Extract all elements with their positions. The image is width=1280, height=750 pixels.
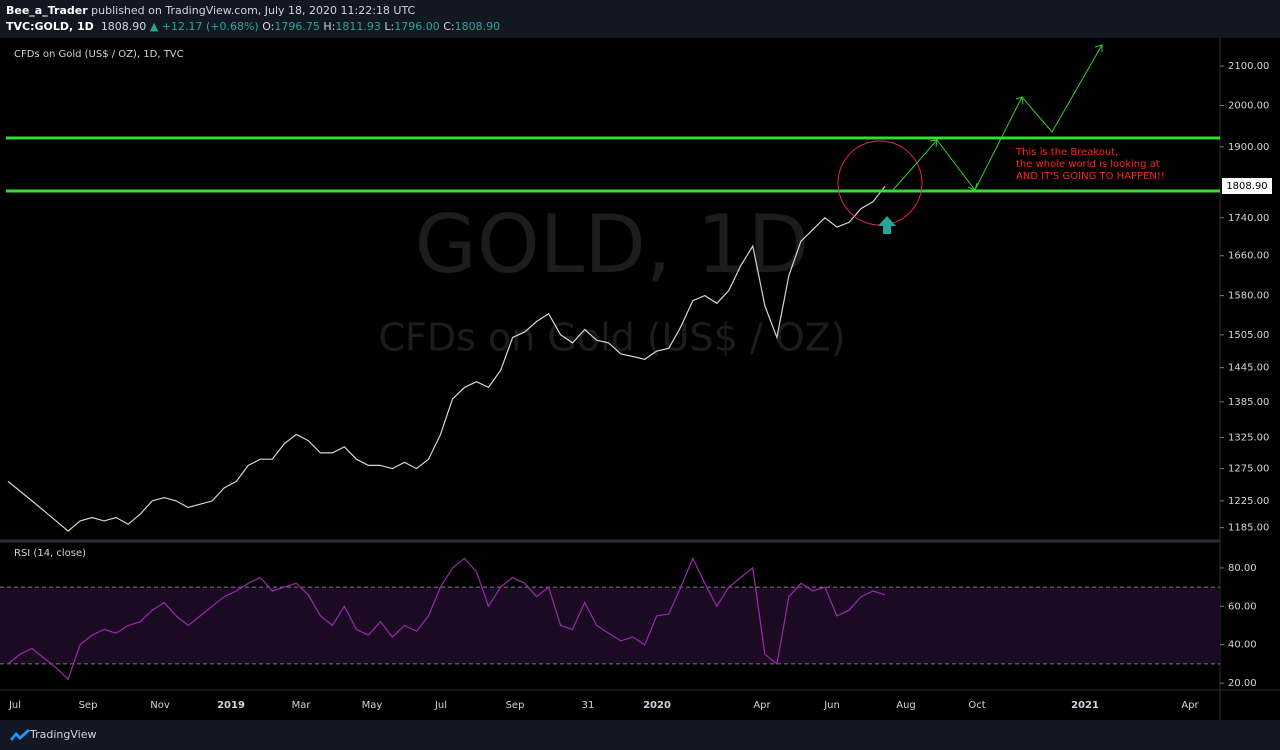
x-tick-label: Apr xyxy=(1181,700,1199,711)
ohlc-value: 1808.90 xyxy=(454,20,501,33)
arrowhead xyxy=(967,182,978,191)
watermark-desc: CFDs on Gold (US$ / OZ) xyxy=(378,316,845,360)
x-tick-label: Sep xyxy=(506,700,525,711)
published: published on TradingView.com, July 18, 2… xyxy=(91,4,416,17)
arrowhead xyxy=(929,139,938,148)
y-tick-label: 60.00 xyxy=(1228,601,1257,612)
y-tick-label: 1740.00 xyxy=(1228,213,1269,224)
publish-line: Bee_a_Trader published on TradingView.co… xyxy=(6,4,415,17)
ohlc-value: 1811.93 xyxy=(335,20,381,33)
plot: 1185.00 1225.00 1275.00 1325.00 1385.00 1445.… xyxy=(0,61,1269,711)
y-tick-label: 1660.00 xyxy=(1228,251,1269,262)
x-tick-label: Aug xyxy=(896,700,916,711)
price: 1808.90 xyxy=(100,20,147,33)
annotation-line: AND IT'S GOING TO HAPPEN!! xyxy=(1016,171,1165,182)
legend-title: CFDs on Gold (US$ / OZ), 1D, TVC xyxy=(14,49,184,60)
x-tick-label: May xyxy=(362,700,383,711)
logo xyxy=(10,729,30,741)
y-tick-label: 80.00 xyxy=(1228,563,1257,574)
rsi-band xyxy=(0,587,1220,664)
annotation-line: This is the Breakout, xyxy=(1015,147,1118,158)
x-tick-label: 2020 xyxy=(643,700,671,711)
annotation-line: the whole world is looking at xyxy=(1016,159,1160,170)
y-tick-label: 1225.00 xyxy=(1228,496,1269,507)
rsi-title: RSI (14, close) xyxy=(14,548,86,559)
x-tick-label: Jul xyxy=(434,700,447,711)
author[interactable]: Bee_a_Trader xyxy=(6,4,88,17)
ohlc: O:1796.75 H:1811.93 L:1796.00 C:1808.90 xyxy=(262,20,500,33)
y-tick-label: 20.00 xyxy=(1228,678,1257,689)
watermark-symbol: GOLD, 1D xyxy=(415,198,810,291)
y-tick-label: 1445.00 xyxy=(1228,363,1269,374)
y-tick-label: 2100.00 xyxy=(1228,61,1269,72)
x-tick-label: Apr xyxy=(753,700,771,711)
x-tick-label: Jun xyxy=(823,700,840,711)
change: ▲ +12.17 (+0.68%) xyxy=(149,20,259,33)
up-arrow xyxy=(878,216,896,234)
header: Bee_a_Trader published on TradingView.co… xyxy=(0,0,1280,38)
y-tick-label: 1185.00 xyxy=(1228,523,1269,534)
brand[interactable]: TradingView xyxy=(30,728,97,741)
x-tick-label: Mar xyxy=(292,700,312,711)
x-tick-label: 31 xyxy=(582,700,595,711)
ohlc-key: C: xyxy=(443,20,455,33)
y-tick-label: 1505.00 xyxy=(1228,330,1269,341)
ohlc-value: 1796.75 xyxy=(274,20,320,33)
ohlc-key: O: xyxy=(262,20,275,33)
x-tick-label: 2021 xyxy=(1071,700,1099,711)
last-price-label: 1808.90 xyxy=(1226,181,1267,192)
y-tick-label: 1900.00 xyxy=(1228,142,1269,153)
watermark: GOLD, 1D CFDs on Gold (US$ / OZ) xyxy=(378,198,845,360)
last-price-box xyxy=(1222,178,1272,194)
ohlc-key: H: xyxy=(323,20,336,33)
symbol: TVC:GOLD, 1D xyxy=(6,20,94,33)
y-tick-label: 40.00 xyxy=(1228,640,1257,651)
x-tick-label: Jul xyxy=(8,700,21,711)
y-tick-label: 1580.00 xyxy=(1228,291,1269,302)
price-line xyxy=(7,186,886,532)
x-tick-label: Sep xyxy=(79,700,98,711)
rsi-line xyxy=(7,556,886,681)
x-tick-label: Oct xyxy=(968,700,985,711)
y-tick-label: 2000.00 xyxy=(1228,100,1269,111)
chart: GOLD, 1D CFDs on Gold (US$ / OZ) 1185.00… xyxy=(0,38,1280,720)
footer: TradingView xyxy=(0,720,1280,750)
projection-path xyxy=(892,44,1103,191)
ohlc-key: L: xyxy=(384,20,395,33)
x-tick-label: Nov xyxy=(150,700,170,711)
y-tick-label: 1275.00 xyxy=(1228,464,1269,475)
arrowhead xyxy=(1094,44,1103,52)
arrowhead xyxy=(1015,96,1024,105)
ohlc-value: 1796.00 xyxy=(394,20,440,33)
annotation: This is the Breakout, the whole world is… xyxy=(1015,147,1165,182)
y-tick-label: 1385.00 xyxy=(1228,397,1269,408)
y-tick-label: 1325.00 xyxy=(1228,433,1269,444)
x-tick-label: 2019 xyxy=(217,700,245,711)
symbol-line: TVC:GOLD, 1D 1808.90 ▲ +12.17 (+0.68%) O… xyxy=(6,20,500,33)
